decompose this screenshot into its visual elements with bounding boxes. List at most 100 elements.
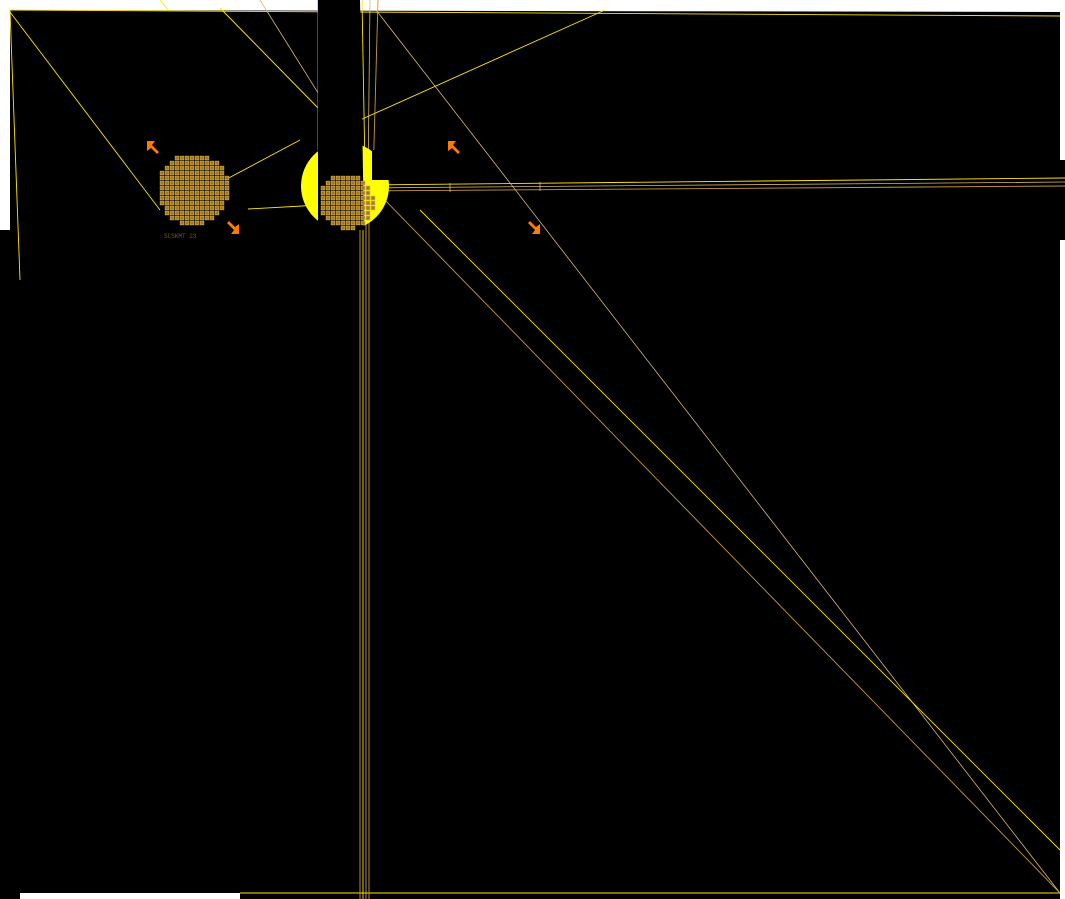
- bond-pad: [174, 215, 180, 221]
- bond-pad: [179, 175, 185, 181]
- bond-pad: [204, 195, 210, 201]
- bond-pad: [204, 210, 210, 216]
- bond-pad: [189, 215, 195, 221]
- bond-pad: [164, 175, 170, 181]
- bond-pad: [214, 210, 220, 216]
- bond-pad: [184, 190, 190, 196]
- bond-pad: [199, 200, 205, 206]
- bond-pad: [174, 160, 180, 166]
- align-marker-bottom-right[interactable]: [528, 221, 540, 234]
- bond-pad: [355, 175, 361, 181]
- bond-pad: [184, 160, 190, 166]
- bond-pad: [189, 220, 195, 226]
- bond-pad: [194, 195, 200, 201]
- bond-pad: [164, 195, 170, 201]
- bond-pad: [209, 205, 215, 211]
- bond-pad: [169, 195, 175, 201]
- bond-pad: [335, 220, 341, 226]
- bond-pad: [355, 190, 361, 196]
- bond-pad: [325, 200, 331, 206]
- bond-pad: [189, 180, 195, 186]
- bond-pad: [350, 220, 356, 226]
- bond-pad: [194, 170, 200, 176]
- bond-pad: [174, 165, 180, 171]
- bond-pad: [204, 185, 210, 191]
- bond-pad: [355, 180, 361, 186]
- bond-pad: [169, 180, 175, 186]
- left-pad-grid: [159, 155, 230, 226]
- bond-pad: [340, 205, 346, 211]
- bond-pad: [159, 190, 165, 196]
- bond-pad: [199, 195, 205, 201]
- bond-pad: [325, 215, 331, 221]
- bond-pad: [164, 210, 170, 216]
- bond-pad: [345, 195, 351, 201]
- bond-pad: [335, 185, 341, 191]
- bond-pad: [350, 190, 356, 196]
- bond-pad: [335, 190, 341, 196]
- bond-pad: [184, 170, 190, 176]
- bond-pad: [345, 225, 351, 231]
- bond-pad: [199, 175, 205, 181]
- bond-pad: [194, 165, 200, 171]
- align-marker-top-right[interactable]: [448, 141, 460, 154]
- bond-pad: [179, 195, 185, 201]
- bond-pad: [189, 170, 195, 176]
- bond-pad: [164, 185, 170, 191]
- bond-pad: [360, 200, 366, 206]
- bond-pad: [209, 165, 215, 171]
- bond-pad: [199, 210, 205, 216]
- bond-pad: [345, 200, 351, 206]
- bond-pad: [184, 200, 190, 206]
- bond-pad: [320, 185, 326, 191]
- bond-pad: [325, 185, 331, 191]
- bond-pad: [360, 180, 366, 186]
- bond-pad: [184, 185, 190, 191]
- bond-pad: [214, 165, 220, 171]
- bond-pad: [199, 205, 205, 211]
- bond-pad: [174, 185, 180, 191]
- bond-pad: [365, 195, 371, 201]
- bond-pad: [199, 170, 205, 176]
- align-marker-top-left[interactable]: [147, 141, 159, 154]
- left-bond-pad-array[interactable]: SCSKMT 23: [159, 155, 230, 240]
- bond-pad: [209, 160, 215, 166]
- orange-corner-marker-icon: [227, 221, 239, 234]
- bond-pad: [345, 185, 351, 191]
- left-edge-strip: [0, 230, 20, 899]
- bond-pad: [194, 160, 200, 166]
- bond-pad: [209, 200, 215, 206]
- bond-pad: [330, 195, 336, 201]
- bond-pad: [194, 190, 200, 196]
- bond-pad: [340, 180, 346, 186]
- bond-pad: [330, 200, 336, 206]
- bond-pad: [214, 160, 220, 166]
- bus-ticks: [449, 182, 541, 192]
- bond-pad: [209, 215, 215, 221]
- bond-pad: [184, 180, 190, 186]
- bond-pad: [189, 195, 195, 201]
- bond-pad: [335, 175, 341, 181]
- bond-pad: [199, 160, 205, 166]
- align-marker-bottom-left[interactable]: [227, 221, 239, 234]
- bond-pad: [345, 215, 351, 221]
- bond-pad: [335, 200, 341, 206]
- bond-pad: [189, 200, 195, 206]
- bond-pad: [174, 195, 180, 201]
- bond-pad: [370, 200, 376, 206]
- bond-pad: [365, 190, 371, 196]
- bond-pad: [204, 170, 210, 176]
- bond-pad: [219, 200, 225, 206]
- bond-pad: [214, 175, 220, 181]
- center-die[interactable]: [301, 0, 392, 231]
- bond-pad: [330, 190, 336, 196]
- bond-pad: [219, 175, 225, 181]
- bond-pad: [179, 190, 185, 196]
- bond-pad: [355, 200, 361, 206]
- orange-corner-marker-icon: [147, 141, 159, 154]
- bond-pad: [189, 175, 195, 181]
- bond-pad: [224, 185, 230, 191]
- bond-pad: [224, 180, 230, 186]
